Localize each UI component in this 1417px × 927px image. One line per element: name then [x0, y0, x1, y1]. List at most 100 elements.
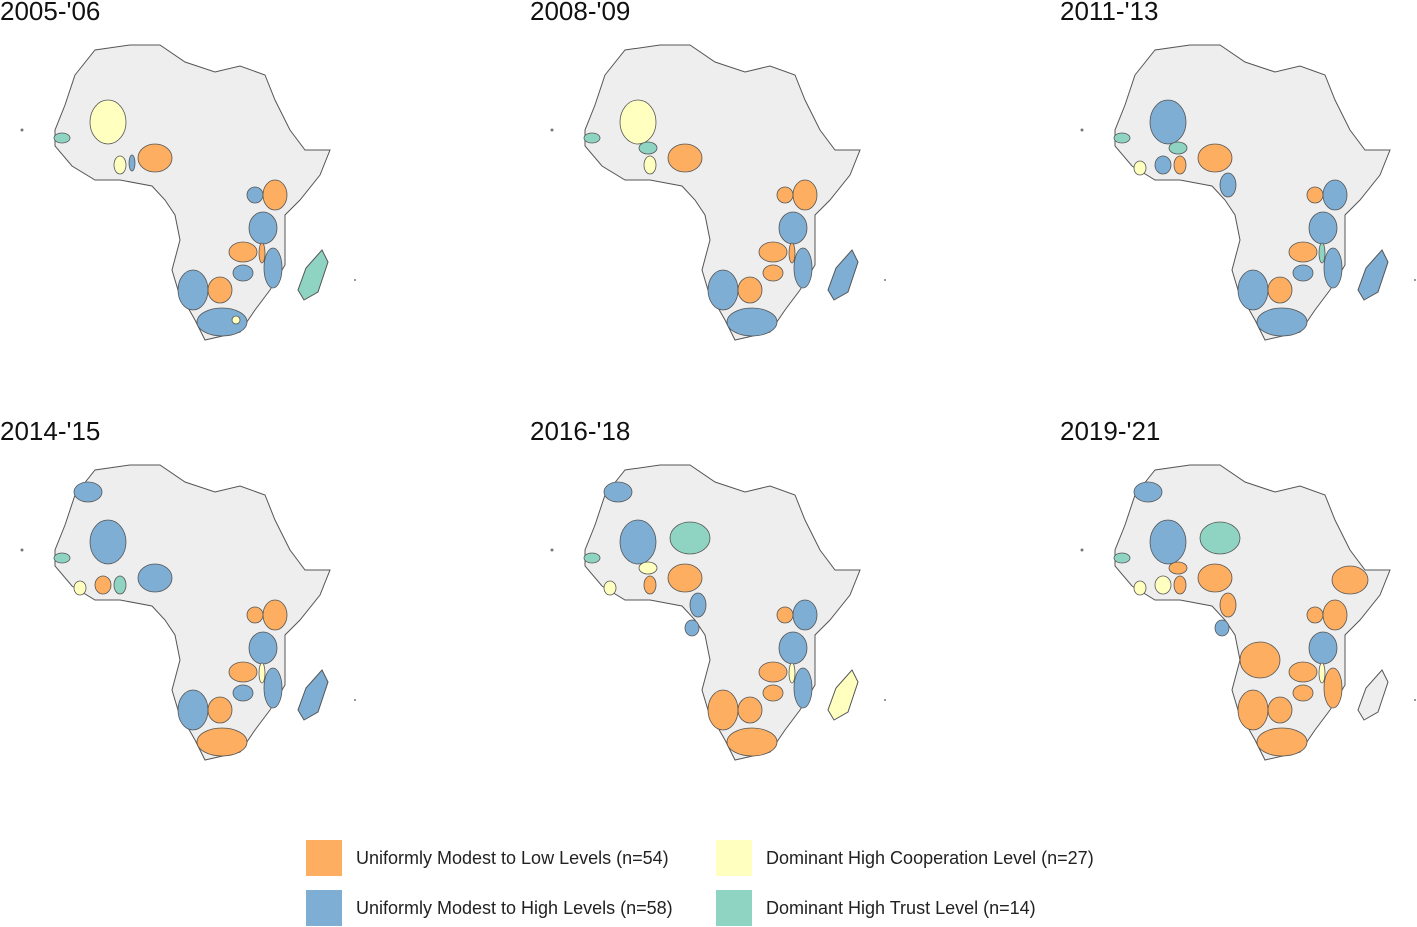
region-namibia: [177, 269, 209, 311]
legend-swatch: [716, 840, 752, 876]
region-niger: [1199, 521, 1241, 555]
region-gabon: [1214, 619, 1230, 637]
region-angola: [1239, 641, 1281, 679]
cape-verde-marker: [1080, 548, 1084, 552]
region-morocco: [1133, 481, 1163, 503]
region-tanzania: [1308, 211, 1338, 245]
region-zambia: [1288, 661, 1318, 683]
legend-label: Dominant High Trust Level (n=14): [766, 897, 1036, 918]
africa-map: [550, 464, 886, 761]
region-zimbabwe: [232, 264, 254, 282]
region-senegal: [583, 132, 601, 144]
region-ghana: [1173, 155, 1187, 175]
region-nigeria: [667, 563, 703, 593]
region-malawi: [258, 242, 266, 264]
region-liberia: [73, 580, 87, 596]
mauritius-marker: [884, 699, 886, 701]
cape-verde-marker: [550, 128, 554, 132]
cape-verde-marker: [1080, 128, 1084, 132]
region-namibia: [707, 269, 739, 311]
map-panel-4: 2014-'15: [0, 416, 360, 820]
region-senegal: [1113, 552, 1131, 564]
region-malawi: [788, 662, 796, 684]
mauritius-marker: [1414, 699, 1416, 701]
region-uganda: [776, 186, 794, 204]
region-senegal: [53, 552, 71, 564]
region-southafrica: [1256, 307, 1308, 337]
region-zimbabwe: [762, 684, 784, 702]
region-ivorycoast: [1154, 155, 1172, 175]
legend-swatch: [716, 890, 752, 926]
region-nigeria: [1197, 563, 1233, 593]
region-zimbabwe: [232, 684, 254, 702]
region-mozambique: [793, 667, 813, 709]
region-madagascar: [1357, 249, 1389, 301]
map-panel-2: 2008-'09: [530, 0, 890, 400]
region-senegal: [1113, 132, 1131, 144]
map-panel-5: 2016-'18: [530, 416, 890, 820]
legend: Uniformly Modest to Low Levels (n=54) Do…: [306, 840, 1136, 927]
region-uganda: [246, 186, 264, 204]
region-tanzania: [778, 631, 808, 665]
legend-item-high: Uniformly Modest to High Levels (n=58): [306, 890, 673, 926]
region-kenya: [1322, 599, 1348, 631]
legend-label: Uniformly Modest to High Levels (n=58): [356, 897, 673, 918]
region-malawi: [258, 662, 266, 684]
region-namibia: [1237, 269, 1269, 311]
region-mali: [1149, 519, 1187, 565]
region-cameroon: [1219, 592, 1237, 618]
region-kenya: [792, 599, 818, 631]
region-nigeria: [1197, 143, 1233, 173]
region-cameroon: [1219, 172, 1237, 198]
mauritius-marker: [1414, 279, 1416, 281]
legend-item-coop: Dominant High Cooperation Level (n=27): [716, 840, 1094, 876]
region-mali: [619, 519, 657, 565]
region-zambia: [1288, 241, 1318, 263]
legend-item-low: Uniformly Modest to Low Levels (n=54): [306, 840, 669, 876]
region-mali: [1149, 99, 1187, 145]
africa-map: [20, 44, 356, 341]
region-madagascar: [1357, 669, 1389, 721]
region-ghana: [113, 155, 127, 175]
mauritius-marker: [884, 279, 886, 281]
legend-label: Uniformly Modest to Low Levels (n=54): [356, 847, 669, 868]
region-madagascar: [827, 669, 859, 721]
region-namibia: [707, 689, 739, 731]
panel-title: 2014-'15: [0, 416, 101, 446]
region-burkina: [1168, 561, 1188, 575]
region-mali: [89, 99, 127, 145]
region-namibia: [1237, 689, 1269, 731]
region-southafrica: [726, 727, 778, 757]
region-uganda: [776, 606, 794, 624]
region-uganda: [1306, 606, 1324, 624]
map-panel-1: 2005-'06: [0, 0, 360, 400]
africa-map: [550, 44, 886, 341]
cape-verde-marker: [20, 128, 24, 132]
region-kenya: [262, 179, 288, 211]
region-liberia: [1133, 580, 1147, 596]
region-lesotho: [231, 315, 241, 325]
region-ghana: [643, 575, 657, 595]
region-morocco: [603, 481, 633, 503]
map-panel-6: 2019-'21: [1060, 416, 1417, 820]
region-burkina: [638, 141, 658, 155]
region-ghana: [113, 575, 127, 595]
region-kenya: [792, 179, 818, 211]
panel-title: 2008-'09: [530, 0, 631, 26]
region-zimbabwe: [1292, 264, 1314, 282]
region-zimbabwe: [762, 264, 784, 282]
region-liberia: [603, 580, 617, 596]
map-panel-3: 2011-'13: [1060, 0, 1417, 400]
region-tanzania: [1308, 631, 1338, 665]
panel-title: 2019-'21: [1060, 416, 1161, 446]
region-malawi: [1318, 662, 1326, 684]
cape-verde-marker: [20, 548, 24, 552]
africa-map: [1080, 44, 1416, 341]
region-zambia: [228, 661, 258, 683]
region-zambia: [758, 241, 788, 263]
region-southafrica: [196, 307, 248, 337]
legend-swatch: [306, 840, 342, 876]
region-uganda: [246, 606, 264, 624]
region-gabon: [684, 619, 700, 637]
